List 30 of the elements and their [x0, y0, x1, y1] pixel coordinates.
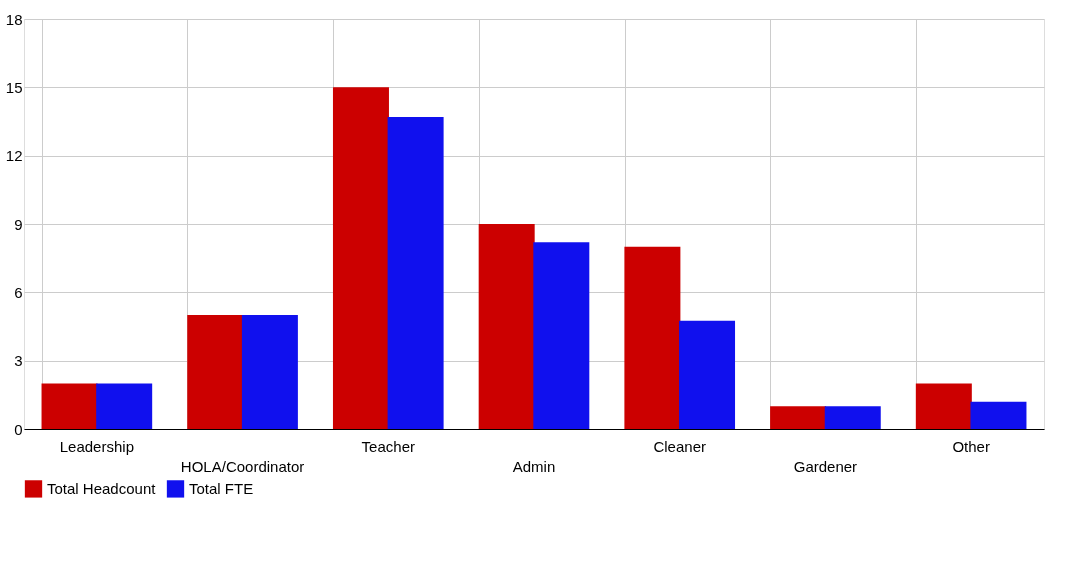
y-tick-label: 15 [5, 78, 23, 96]
x-tick-label: Leadership [59, 438, 134, 455]
y-tick-label: 12 [5, 147, 23, 165]
bar [96, 383, 153, 429]
bar [478, 224, 535, 429]
bar [624, 246, 681, 429]
bar [241, 315, 298, 429]
y-tick-label: 18 [5, 10, 23, 28]
legend-label: Total FTE [189, 479, 254, 497]
bar [387, 116, 444, 429]
x-tick-label: HOLA/Coordinator [180, 458, 305, 475]
bar [187, 315, 244, 429]
bar [332, 87, 389, 429]
x-tick-label: Cleaner [653, 438, 706, 455]
bar [970, 401, 1027, 429]
bar [824, 406, 881, 429]
x-tick-label: Admin [512, 458, 556, 475]
bar [41, 383, 98, 429]
y-tick-label: 3 [14, 352, 23, 370]
x-tick-label: Teacher [361, 438, 415, 455]
bar [915, 383, 972, 429]
legend-label: Total Headcount [47, 479, 157, 497]
y-tick-label: 0 [14, 420, 23, 438]
x-tick-label: Other [952, 438, 990, 455]
bar [679, 320, 736, 429]
x-tick-label: Gardener [793, 458, 858, 475]
y-tick-label: 6 [14, 283, 23, 301]
bar [770, 406, 827, 429]
bar [533, 242, 590, 429]
y-tick-label: 9 [14, 215, 23, 233]
